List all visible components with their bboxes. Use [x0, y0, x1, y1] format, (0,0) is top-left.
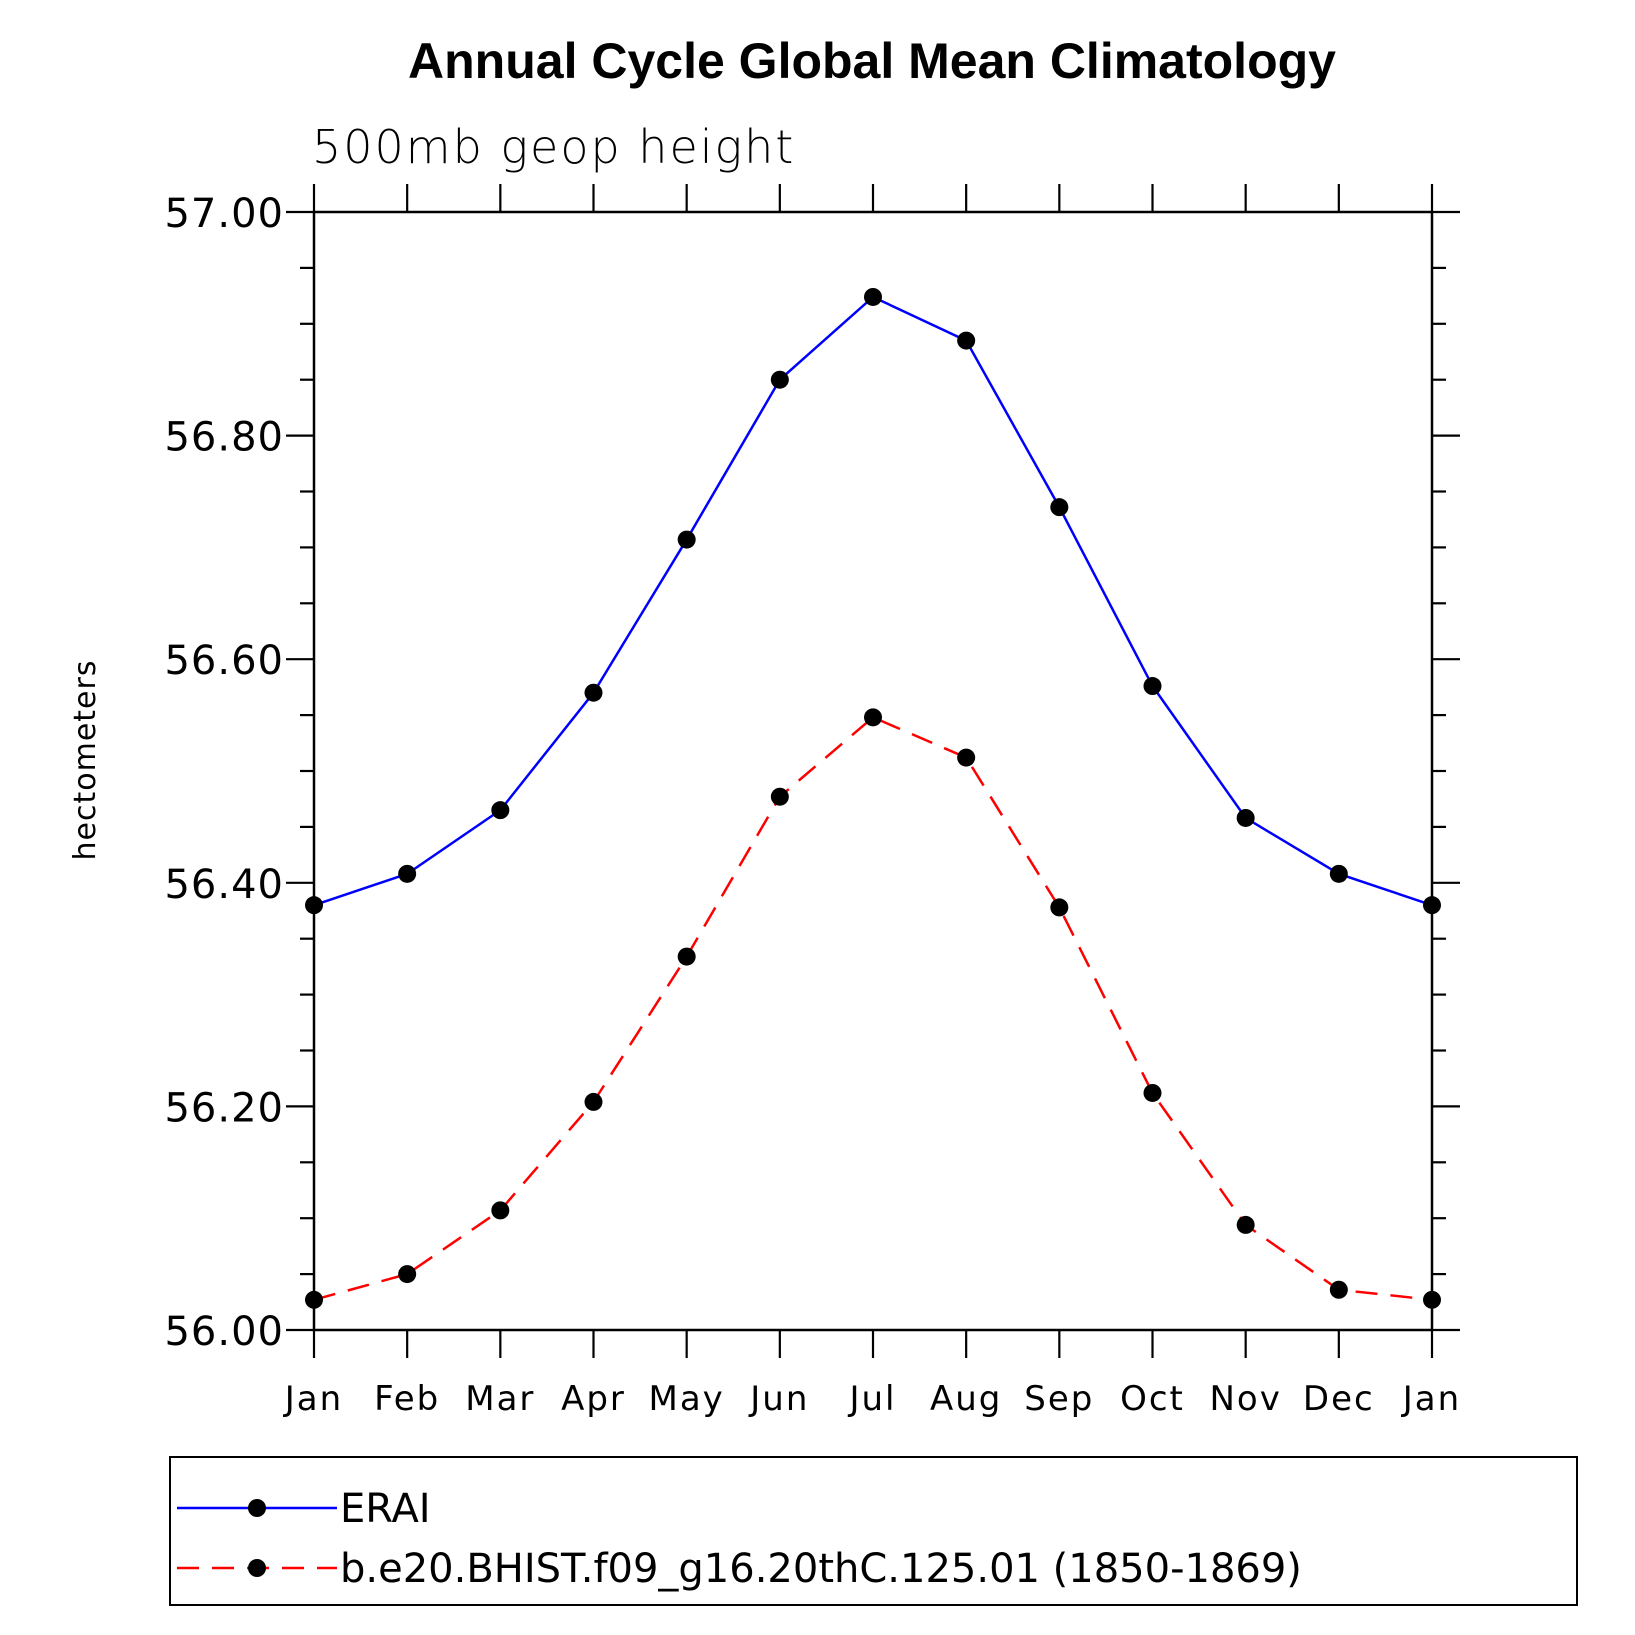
- series-0-point: [770, 370, 789, 389]
- series-1-point: [770, 787, 789, 806]
- legend-entries: ERAI b.e20.BHIST.f09_g16.20thC.125.01 (18…: [177, 1486, 1302, 1592]
- chart-title: Annual Cycle Global Mean Climatology: [408, 33, 1336, 89]
- legend-label-0: ERAI: [340, 1486, 431, 1532]
- x-tick-label: Apr: [561, 1379, 626, 1419]
- legend-marker-1: [248, 1559, 266, 1577]
- y-tick-label: 57.00: [164, 191, 284, 237]
- x-tick-label: Aug: [930, 1379, 1002, 1419]
- series-1-point: [398, 1265, 417, 1284]
- x-tick-label: Jan: [1401, 1379, 1461, 1419]
- series-1-point: [864, 708, 882, 727]
- legend-marker-0: [248, 1499, 266, 1517]
- chart-subtitle: 500mb geop height: [312, 120, 795, 174]
- series-layer: [305, 287, 1441, 1309]
- series-1-point: [1329, 1280, 1348, 1299]
- x-tick-label: May: [649, 1379, 725, 1419]
- series-0-point: [1423, 896, 1441, 915]
- x-tick-label: Jan: [283, 1379, 343, 1419]
- series-0-point: [677, 530, 696, 549]
- legend-box: [169, 1456, 1578, 1606]
- x-tick-label: Sep: [1024, 1379, 1094, 1419]
- y-tick-label: 56.60: [164, 638, 284, 684]
- series-0-point: [864, 287, 882, 306]
- x-tick-label: Feb: [374, 1379, 440, 1419]
- y-tick-label: 56.00: [164, 1309, 284, 1355]
- y-tick-label: 56.20: [164, 1085, 284, 1131]
- legend-label-1: b.e20.BHIST.f09_g16.20thC.125.01 (1850-1…: [340, 1546, 1302, 1592]
- series-1-point: [1236, 1215, 1255, 1234]
- series-0-point: [1236, 808, 1255, 827]
- series-line-1: [313, 715, 1433, 1302]
- plot-frame: [312, 210, 1434, 1332]
- y-tick-label: 56.80: [164, 415, 284, 461]
- series-line-0: [313, 295, 1433, 907]
- series-1-point: [677, 947, 696, 966]
- series-0-point: [491, 801, 510, 820]
- series-1-point: [1050, 898, 1069, 917]
- series-1-point: [584, 1092, 603, 1111]
- series-0-point: [305, 896, 323, 915]
- series-1-point: [305, 1290, 323, 1309]
- x-tick-label: Dec: [1303, 1379, 1375, 1419]
- series-1-point: [1143, 1083, 1162, 1102]
- series-0-point: [1050, 498, 1069, 517]
- series-1-point: [1423, 1290, 1441, 1309]
- x-tick-label: Mar: [465, 1379, 535, 1419]
- y-tick-label: 56.40: [164, 862, 284, 908]
- series-0-point: [1329, 864, 1348, 883]
- y-tick-labels: 56.00 56.20 56.40 56.60 56.80 57.00: [164, 191, 284, 1355]
- series-0-point: [584, 683, 603, 702]
- x-tick-label: Jun: [748, 1379, 809, 1419]
- series-1-point: [491, 1201, 510, 1220]
- series-0-point: [398, 864, 417, 883]
- series-0-point: [1143, 677, 1162, 696]
- x-tick-labels: Jan Feb Mar Apr May Jun Jul Aug Sep Oct Nov Dec Jan: [283, 1379, 1461, 1419]
- series-1-point: [957, 748, 976, 767]
- y-axis-label: hectometers: [68, 660, 103, 861]
- axis-ticks: [286, 184, 1460, 1358]
- x-tick-label: Nov: [1209, 1379, 1281, 1419]
- x-tick-label: Oct: [1120, 1379, 1185, 1419]
- x-tick-label: Jul: [847, 1379, 896, 1419]
- series-0-point: [957, 331, 976, 350]
- legend: ERAI b.e20.BHIST.f09_g16.20thC.125.01 (18…: [169, 1456, 1578, 1606]
